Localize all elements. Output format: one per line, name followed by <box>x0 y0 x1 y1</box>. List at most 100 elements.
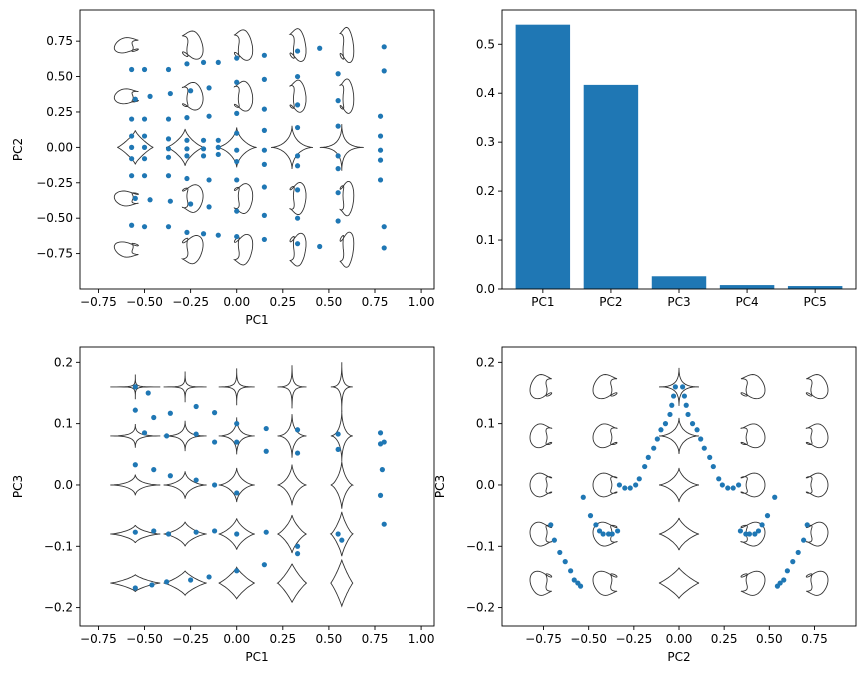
x-tick-label: −0.25 <box>615 632 652 646</box>
y-tick-label: 0.1 <box>476 417 495 431</box>
scatter-point <box>261 127 267 133</box>
morph-shape-outline <box>233 183 254 214</box>
scatter-point <box>562 559 568 565</box>
y-tick-label: 0.5 <box>476 37 495 51</box>
scatter-point <box>129 222 135 228</box>
scatter-point <box>580 494 586 500</box>
scatter-point <box>294 551 301 557</box>
scatter-point <box>317 243 323 250</box>
scatter-point <box>681 393 688 399</box>
bar-pc2 <box>583 84 639 290</box>
morph-shape-outline <box>216 127 257 168</box>
scatter-point <box>132 585 138 591</box>
scatter-point <box>234 158 240 165</box>
morph-shape-outline <box>289 182 307 216</box>
scatter-point <box>151 414 157 421</box>
scatter-point <box>381 521 387 527</box>
scatter-point <box>633 482 639 488</box>
morph-shape-outline <box>329 511 354 557</box>
y-tick-label: −0.2 <box>466 601 495 615</box>
y-tick-label: −0.50 <box>36 211 73 225</box>
scatter-point <box>755 528 762 534</box>
bar-pc4 <box>719 285 775 289</box>
scatter-point <box>234 568 240 574</box>
morph-shape-outline <box>339 26 355 64</box>
scatter-point <box>141 430 148 436</box>
scatter-point <box>141 224 148 230</box>
scatter-point <box>294 543 301 549</box>
scatter-point <box>141 116 148 122</box>
morph-shape-outline <box>330 558 354 608</box>
morph-shape-outline <box>233 80 254 112</box>
x-tick-label: −0.50 <box>126 632 163 646</box>
scatter-point <box>294 153 301 159</box>
morph-shape-outline <box>805 472 829 498</box>
scatter-points <box>132 384 387 591</box>
scatter-point <box>261 161 267 167</box>
scatter-point <box>335 71 341 77</box>
scatter-point <box>716 476 722 482</box>
scatter-point <box>215 232 221 238</box>
scatter-point <box>672 384 678 390</box>
scatter-point <box>141 173 148 179</box>
morph-shape-outline <box>592 472 618 498</box>
scatter-point <box>587 513 594 519</box>
scatter-point <box>206 204 212 210</box>
morph-shape-outline <box>110 474 161 496</box>
x-tick-label: 1.00 <box>408 295 435 309</box>
scatter-point <box>662 421 669 427</box>
scatter-point <box>200 146 207 152</box>
y-tick-label: 0.1 <box>54 417 73 431</box>
scatter-point <box>335 446 341 453</box>
scatter-point <box>261 147 267 153</box>
scatter-point <box>188 577 194 583</box>
scatter-point <box>759 522 765 528</box>
scatter-point <box>701 445 707 451</box>
scatter-point <box>667 411 673 418</box>
scatter-point <box>784 568 790 574</box>
scatter-point <box>165 136 172 142</box>
morph-shape-outline <box>339 180 355 217</box>
scatter-point <box>294 187 301 193</box>
morph-shape-outline <box>218 368 255 406</box>
scatter-point <box>129 156 135 162</box>
scatter-point <box>335 123 341 129</box>
morph-shape-outline <box>113 241 140 258</box>
y-tick-label: 0.0 <box>476 478 495 492</box>
scatter-point <box>147 93 153 99</box>
scatter-point <box>571 577 577 583</box>
scatter-point <box>206 574 212 580</box>
y-tick-label: 0.25 <box>46 105 73 119</box>
scatter-point <box>215 144 221 150</box>
scatter-point <box>141 144 148 150</box>
scatter-point <box>184 229 190 235</box>
morph-shape-outline <box>658 517 700 551</box>
scatter-point <box>165 531 172 537</box>
x-tick-label: −0.75 <box>525 632 562 646</box>
bar-pc5 <box>787 286 843 289</box>
scatter-point <box>636 476 642 482</box>
scatter-point <box>670 393 677 399</box>
x-axis-label: PC1 <box>245 313 268 327</box>
morph-shape-outline <box>277 514 307 554</box>
scatter-point <box>294 215 301 221</box>
x-tick-label: 0.00 <box>666 632 693 646</box>
scatter-point <box>151 528 157 534</box>
scatter-point <box>149 582 155 588</box>
scatter-point <box>379 467 385 473</box>
scatter-point <box>261 52 267 58</box>
x-tick-label: 0.50 <box>756 632 783 646</box>
morph-shape-outline <box>218 518 255 550</box>
scatter-point <box>200 231 207 237</box>
morph-shape-outline <box>659 417 699 454</box>
pc1-pc3-frame <box>79 346 435 627</box>
scatter-point <box>129 133 135 139</box>
morph-shape-outline <box>330 362 353 412</box>
scatter-point <box>132 407 138 413</box>
x-tick-label: 0.25 <box>711 632 738 646</box>
y-axis-label: PC3 <box>433 475 447 498</box>
scatter-point <box>568 568 574 574</box>
scatter-point <box>746 531 753 537</box>
morph-shape-outline <box>658 567 700 600</box>
